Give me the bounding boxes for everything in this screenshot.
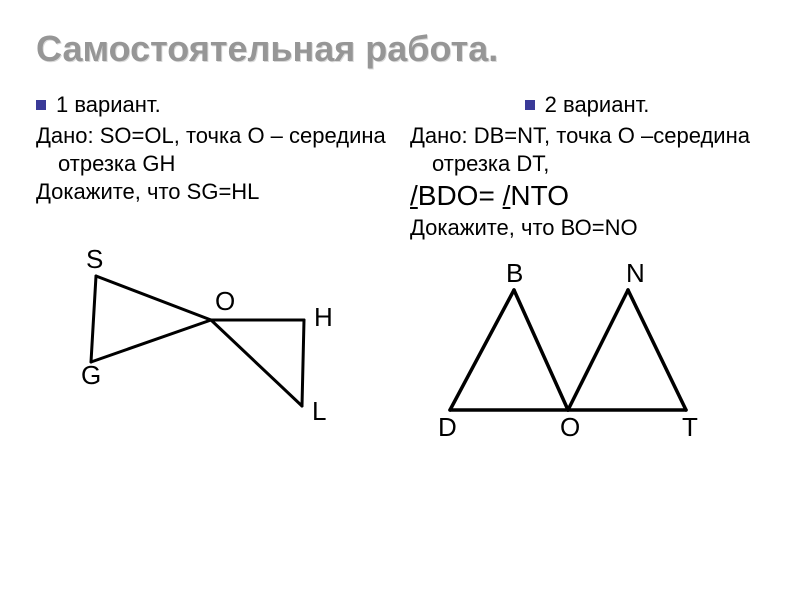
v2-angle1: BDO= bbox=[418, 180, 495, 211]
v1-prove: Докажите, что SG=HL bbox=[36, 178, 390, 206]
svg-text:T: T bbox=[682, 412, 698, 442]
v2-heading-row: 2 вариант. bbox=[410, 91, 764, 119]
v1-heading: 1 вариант. bbox=[56, 92, 161, 117]
angle-slash-icon: / bbox=[410, 180, 418, 211]
variant-1: 1 вариант. Дано: SO=OL, точка О – середи… bbox=[36, 91, 390, 457]
v1-heading-row: 1 вариант. bbox=[36, 91, 390, 119]
v1-svg: S G O H L bbox=[36, 240, 356, 440]
svg-text:B: B bbox=[506, 260, 523, 288]
v2-angle2: NTO bbox=[510, 180, 569, 211]
v2-diagram: B N D O T bbox=[410, 260, 764, 457]
slide-title: Самостоятельная работа. bbox=[36, 28, 764, 69]
v2-svg: B N D O T bbox=[410, 260, 730, 450]
svg-text:O: O bbox=[215, 286, 235, 316]
variant-2: 2 вариант. Дано: DB=NT, точка О –середин… bbox=[410, 91, 764, 457]
svg-text:D: D bbox=[438, 412, 457, 442]
svg-text:H: H bbox=[314, 302, 333, 332]
svg-text:G: G bbox=[81, 360, 101, 390]
v2-prove: Докажите, что ВО=NO bbox=[410, 214, 764, 242]
v2-heading: 2 вариант. bbox=[545, 92, 650, 117]
v1-given: Дано: SO=OL, точка О – середина отрезка … bbox=[36, 122, 390, 178]
square-bullet-icon bbox=[525, 100, 535, 110]
columns: 1 вариант. Дано: SO=OL, точка О – середи… bbox=[36, 91, 764, 457]
v1-diagram: S G O H L bbox=[36, 240, 390, 447]
v2-given: Дано: DB=NT, точка О –середина отрезка D… bbox=[410, 122, 764, 178]
square-bullet-icon bbox=[36, 100, 46, 110]
svg-text:L: L bbox=[312, 396, 326, 426]
svg-text:S: S bbox=[86, 244, 103, 274]
v2-angles: /BDO= /NTO bbox=[410, 178, 764, 214]
svg-text:O: O bbox=[560, 412, 580, 442]
svg-text:N: N bbox=[626, 260, 645, 288]
